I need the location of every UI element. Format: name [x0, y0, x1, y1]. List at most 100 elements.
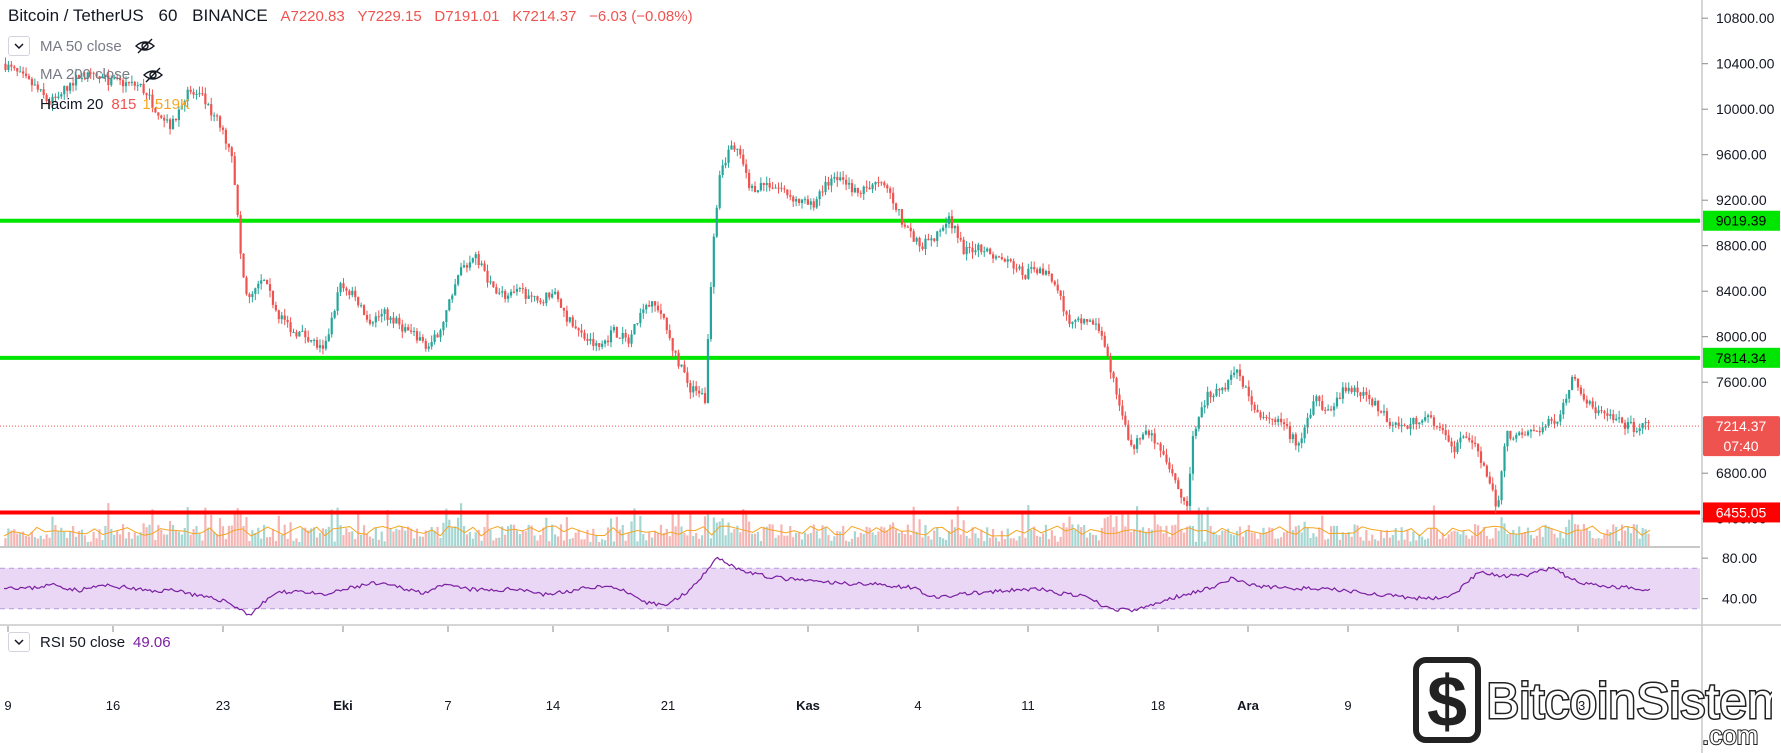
symbol-title[interactable]: Bitcoin / TetherUS 60 BINANCE A7220.83 Y… — [8, 6, 693, 26]
candle-body — [83, 78, 86, 80]
volume-bar — [1280, 537, 1283, 546]
candle-body — [1394, 422, 1397, 425]
volume-bar — [368, 536, 372, 546]
candle-body — [457, 275, 460, 285]
volume-bar — [16, 533, 19, 546]
volume-bar — [824, 526, 827, 546]
volume-bar — [1573, 524, 1577, 546]
candle-body — [271, 290, 275, 305]
volume-bar — [92, 531, 95, 546]
candle-body — [1344, 387, 1347, 392]
candle-body — [886, 185, 889, 189]
candle-body — [104, 75, 107, 78]
collapse-legend-button[interactable] — [8, 36, 30, 56]
candle-body — [213, 115, 216, 117]
candle-body — [174, 118, 178, 121]
rsi-label: RSI 50 close — [40, 633, 126, 651]
candle-body — [436, 334, 439, 338]
volume-bar — [1235, 530, 1239, 546]
candle-body — [1206, 391, 1209, 406]
volume-bar — [1094, 535, 1098, 546]
volume-bar — [1141, 527, 1145, 546]
volume-bar — [1124, 526, 1127, 546]
candle-body — [139, 83, 142, 86]
ma200-legend[interactable]: MA 200 close — [40, 66, 164, 83]
candle-body — [242, 253, 245, 278]
volume-bar — [1438, 539, 1441, 546]
volume-bar — [1547, 526, 1550, 546]
candle-body — [639, 312, 642, 324]
volume-bar — [991, 529, 995, 546]
candle-body — [1371, 399, 1374, 406]
eye-crossed-icon[interactable] — [134, 38, 156, 54]
volume-bar — [965, 536, 968, 546]
candle-body — [924, 238, 927, 249]
candle-body — [789, 195, 792, 197]
volume-bar — [1153, 512, 1156, 546]
candle-body — [812, 201, 815, 208]
rsi-legend[interactable]: RSI 50 close 49.06 — [8, 632, 171, 652]
eye-crossed-icon[interactable] — [142, 67, 164, 83]
volume-bar — [1394, 528, 1397, 546]
candle-body — [427, 346, 430, 349]
candle-body — [1297, 443, 1300, 446]
ohlc-low: D7191.01 — [434, 8, 500, 25]
volume-bar — [712, 517, 715, 546]
volume-bar — [850, 538, 854, 546]
candle-body — [221, 127, 225, 130]
time-axis[interactable]: 91623Eki71421Kas41118Ara91623 — [4, 626, 1585, 713]
volume-bar — [377, 539, 380, 546]
candle-body — [1103, 335, 1106, 347]
candle-body — [545, 292, 548, 304]
candle-body — [830, 178, 833, 186]
candle-body — [927, 238, 930, 241]
volume-bar — [1185, 526, 1189, 546]
volume-bar — [545, 517, 548, 546]
collapse-rsi-button[interactable] — [8, 632, 30, 652]
volume-bar — [54, 525, 57, 546]
volume-bar — [180, 534, 183, 546]
candle-body — [257, 283, 260, 289]
volume-bar — [577, 529, 580, 546]
candle-body — [894, 203, 898, 210]
candle-body — [404, 327, 407, 332]
candle-body — [57, 96, 60, 99]
candle-body — [1550, 418, 1553, 421]
volume-bar — [312, 527, 316, 546]
volume-bar — [395, 528, 398, 546]
volume-bar — [7, 528, 10, 546]
price-axis[interactable]: 10800.00 10400.00 10000.00 9600.00 9200.00 88… — [1702, 10, 1775, 607]
candle-body — [1177, 480, 1180, 489]
volume-bar — [1168, 536, 1171, 546]
volume-bar — [989, 537, 992, 546]
candle-body — [715, 207, 718, 237]
candle-body — [1077, 318, 1080, 321]
candle-body — [1441, 427, 1444, 431]
volume-bar — [762, 526, 765, 546]
candle-body — [339, 283, 342, 293]
ma50-legend[interactable]: MA 50 close — [8, 36, 156, 56]
time-tick-label: 9 — [4, 698, 11, 713]
candle-body — [512, 291, 516, 293]
volume-bars — [3, 503, 1651, 546]
volume-bar — [1197, 507, 1200, 546]
candle-body — [795, 199, 798, 202]
volume-bar — [218, 518, 222, 546]
volume-bar — [868, 527, 871, 546]
support-resistance-levels[interactable] — [0, 218, 1700, 515]
volume-bar — [953, 527, 956, 546]
volume-bar — [195, 526, 198, 546]
candle-body — [195, 94, 198, 96]
candle-body — [1474, 442, 1477, 445]
candle-body — [1491, 483, 1494, 490]
candle-body — [1582, 393, 1585, 400]
candle-body — [1059, 290, 1062, 296]
volume-bar — [1056, 541, 1059, 546]
volume-bar — [345, 528, 348, 546]
volume-legend[interactable]: Hacim 20 815 1.519K — [40, 96, 190, 113]
candle-body — [301, 330, 304, 332]
candle-body — [986, 248, 989, 252]
candle-body — [680, 364, 683, 367]
volume-bar — [792, 537, 795, 546]
candle-body — [1329, 409, 1333, 411]
